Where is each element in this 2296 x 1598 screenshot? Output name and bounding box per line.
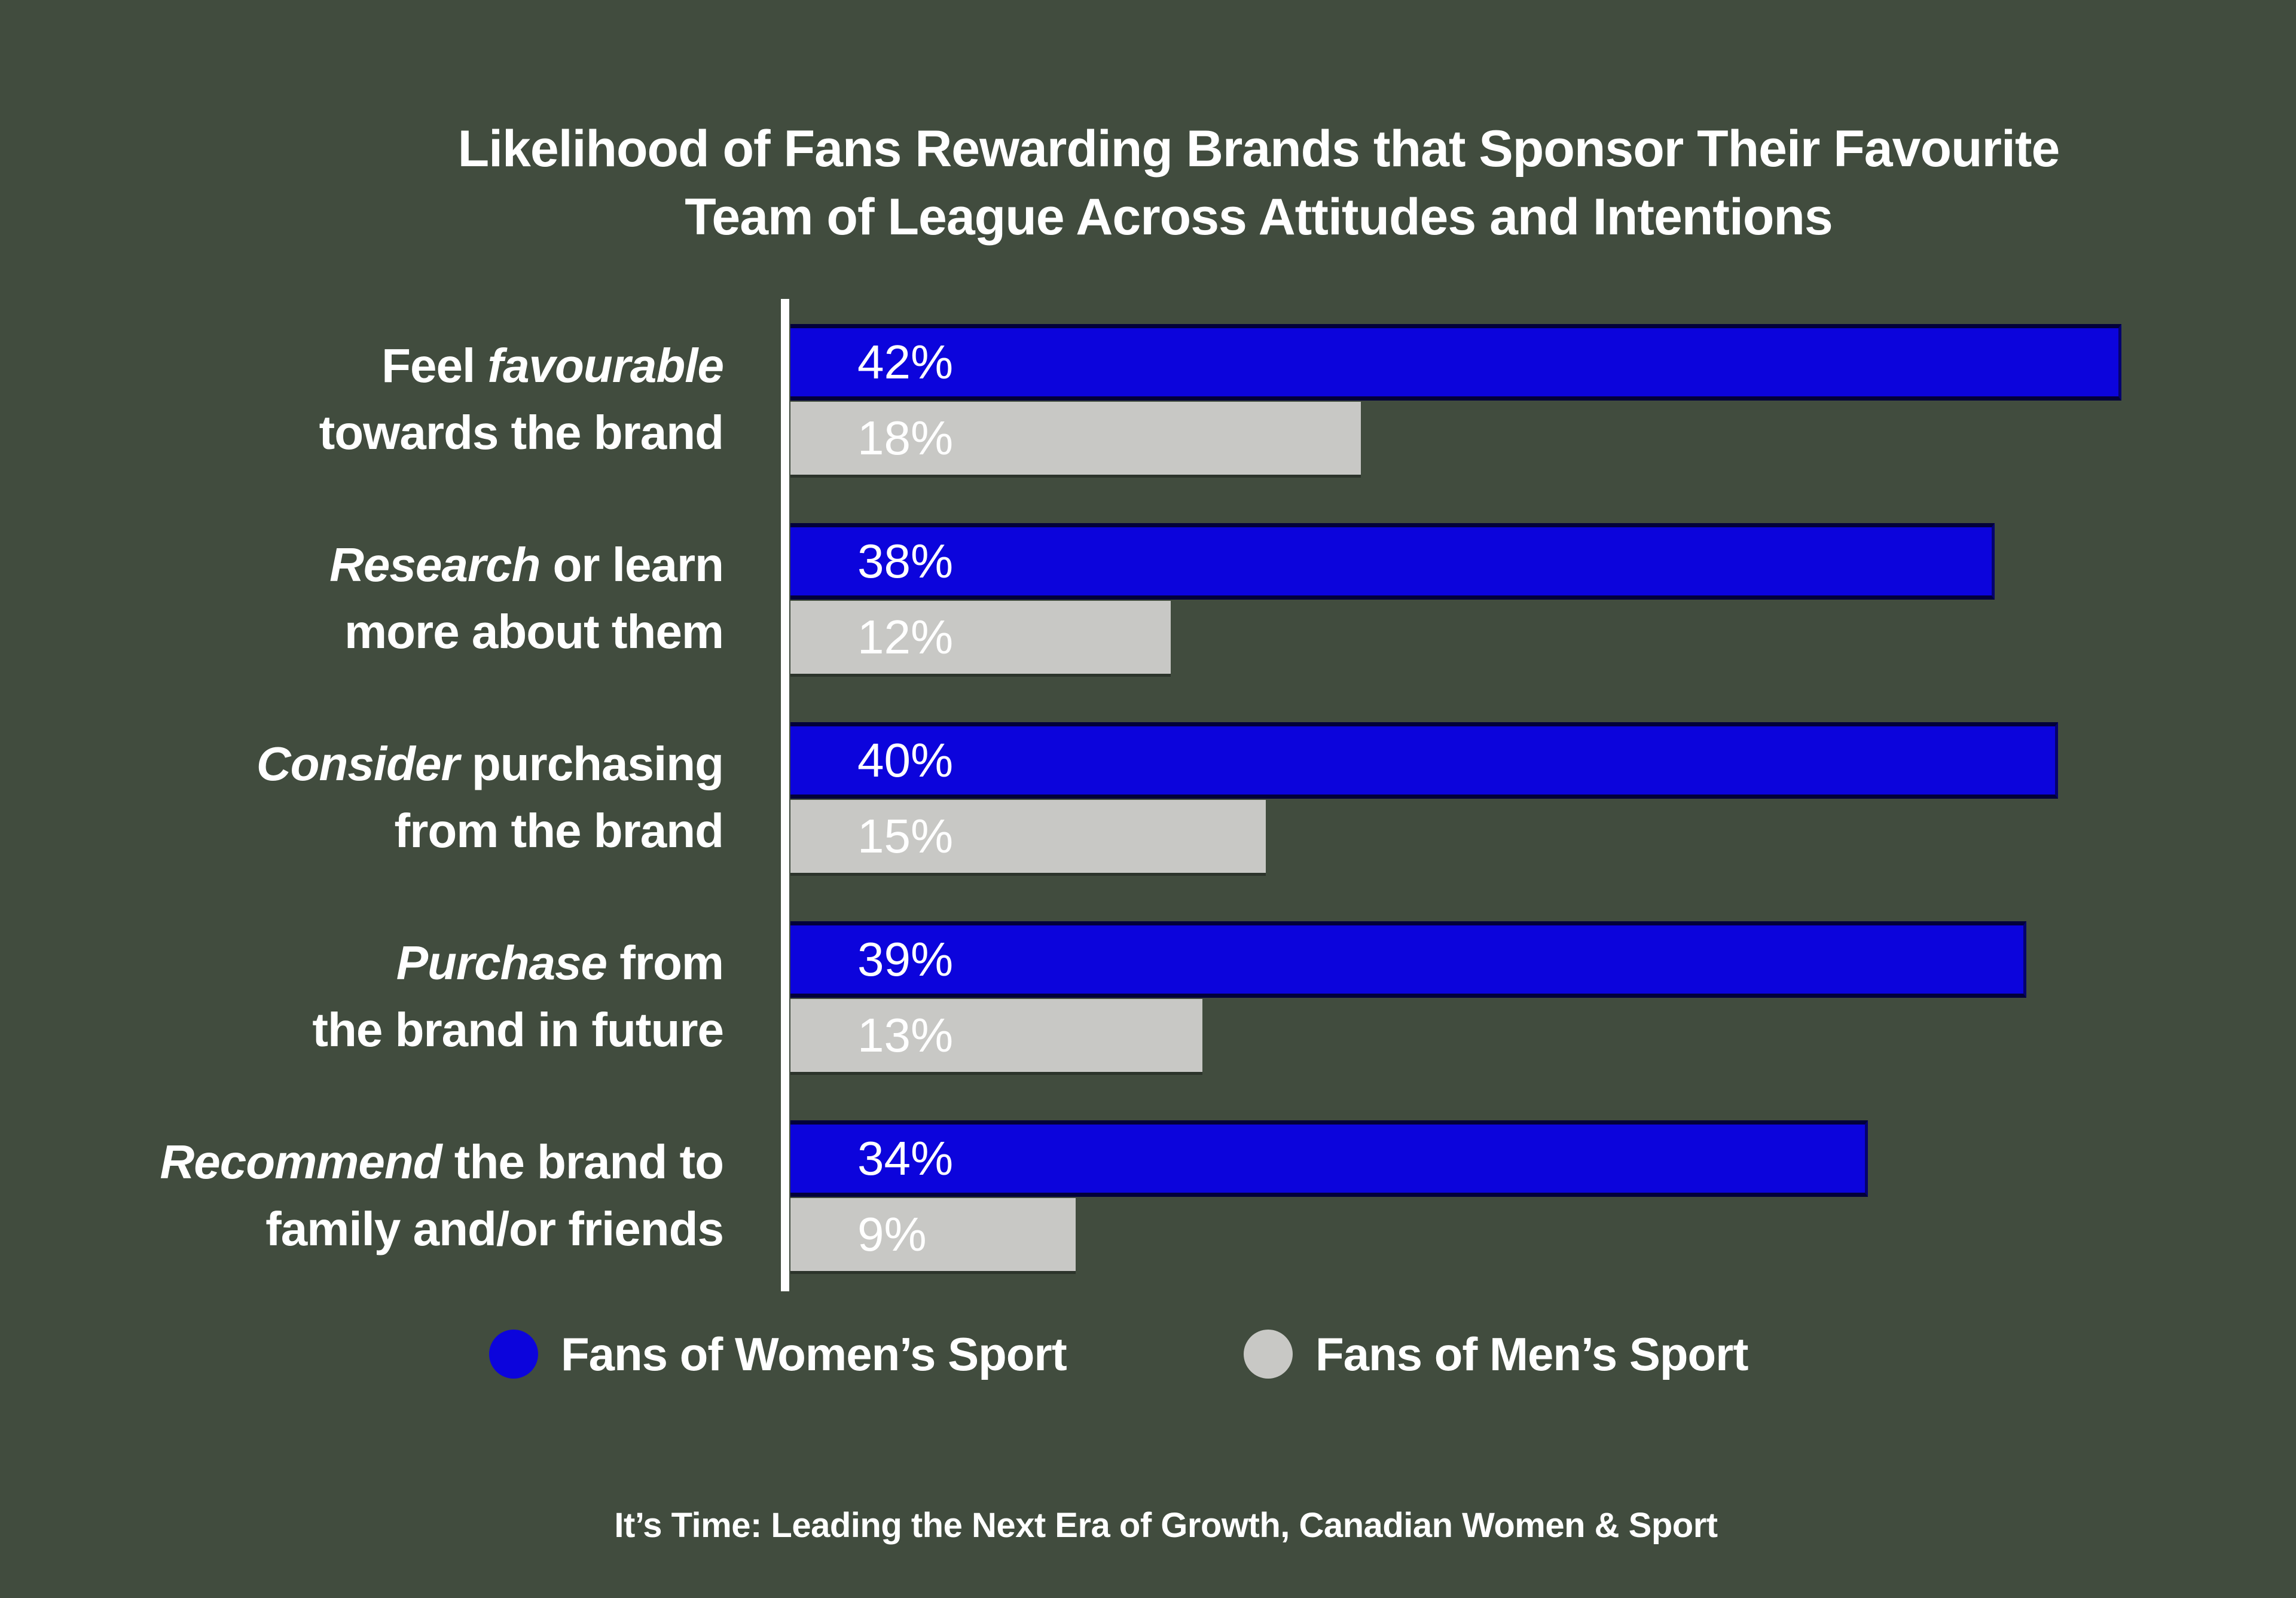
category-label-line: Feel favourable [0, 332, 724, 399]
category-label-line: Consider purchasing [0, 731, 724, 798]
legend-label-men: Fans of Men’s Sport [1315, 1327, 1748, 1380]
legend-dot-women [489, 1330, 538, 1379]
category-emphasis: Consider [256, 737, 460, 790]
chart-title: Likelihood of Fans Rewarding Brands that… [221, 115, 2296, 251]
category-label-line: the brand in future [0, 997, 724, 1064]
category-label-line: towards the brand [0, 399, 724, 466]
bar-value-label: 38% [857, 534, 954, 588]
chart-title-line2: Team of League Across Attitudes and Inte… [685, 188, 1833, 246]
bar-men: 15% [790, 800, 1266, 873]
category-text: or learn [540, 538, 724, 591]
category-label-line: more about them [0, 598, 724, 665]
category-label-line: Research or learn [0, 531, 724, 598]
legend-dot-men [1244, 1330, 1293, 1379]
category-text: more about them [344, 605, 724, 658]
bar-women: 34% [790, 1120, 1868, 1197]
category-text: the brand to [441, 1135, 724, 1188]
category-label-line: Recommend the brand to [0, 1129, 724, 1196]
y-axis-line [781, 299, 789, 1291]
bar-value-label: 42% [857, 335, 954, 389]
category-text: from [607, 936, 724, 989]
category-text: purchasing [459, 737, 724, 790]
bar-pair: 40% 15% [790, 722, 2296, 873]
bar-group: Research or learn more about them 38% 12% [0, 523, 2296, 674]
category-label-line: family and/or friends [0, 1196, 724, 1263]
category-label: Feel favourable towards the brand [0, 332, 724, 466]
bar-group: Feel favourable towards the brand 42% 18% [0, 324, 2296, 475]
bar-group: Consider purchasing from the brand 40% 15% [0, 722, 2296, 873]
bar-group: Recommend the brand to family and/or frie… [0, 1120, 2296, 1271]
bar-group: Purchase from the brand in future 39% 13% [0, 921, 2296, 1072]
bar-value-label: 34% [857, 1132, 954, 1185]
bar-value-label: 18% [857, 411, 954, 465]
category-label-line: Purchase from [0, 930, 724, 997]
category-label-line: from the brand [0, 798, 724, 864]
category-text: family and/or friends [265, 1202, 724, 1255]
bar-women: 39% [790, 921, 2026, 998]
source-line: It’s Time: Leading the Next Era of Growt… [614, 1506, 1718, 1545]
category-emphasis: Research [329, 538, 541, 591]
bar-pair: 34% 9% [790, 1120, 2296, 1271]
category-text: Feel [381, 339, 488, 392]
bar-value-label: 15% [857, 809, 954, 863]
bar-women: 42% [790, 324, 2121, 401]
bar-value-label: 9% [857, 1208, 927, 1261]
category-label: Research or learn more about them [0, 531, 724, 665]
bar-value-label: 39% [857, 933, 954, 986]
bar-women: 40% [790, 722, 2058, 799]
bar-women: 38% [790, 523, 1995, 600]
bar-pair: 38% 12% [790, 523, 2296, 674]
category-text: the brand in future [312, 1003, 724, 1056]
category-emphasis: Purchase [396, 936, 607, 989]
category-text: towards the brand [319, 406, 724, 459]
category-emphasis: Recommend [160, 1135, 442, 1188]
chart-title-line1: Likelihood of Fans Rewarding Brands that… [457, 120, 2060, 178]
bar-men: 13% [790, 999, 1202, 1072]
category-label: Consider purchasing from the brand [0, 731, 724, 864]
category-label: Recommend the brand to family and/or frie… [0, 1129, 724, 1263]
bar-value-label: 12% [857, 610, 954, 664]
bar-value-label: 40% [857, 734, 954, 787]
category-emphasis: favourable [487, 339, 724, 392]
category-text: from the brand [394, 804, 724, 857]
category-label: Purchase from the brand in future [0, 930, 724, 1064]
bar-pair: 42% 18% [790, 324, 2296, 475]
legend-label-women: Fans of Women’s Sport [561, 1327, 1067, 1380]
bar-men: 18% [790, 402, 1361, 475]
bar-men: 9% [790, 1198, 1076, 1271]
bar-men: 12% [790, 601, 1171, 674]
bar-value-label: 13% [857, 1009, 954, 1062]
bar-pair: 39% 13% [790, 921, 2296, 1072]
